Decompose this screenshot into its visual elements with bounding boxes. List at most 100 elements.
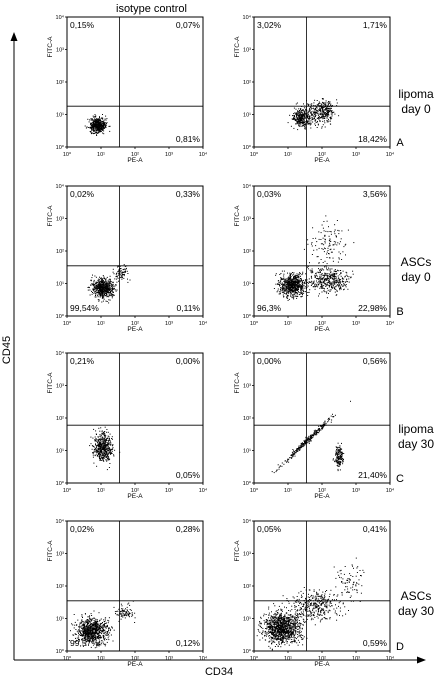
data-dot — [339, 279, 341, 281]
y-tick-label: 10³ — [243, 384, 251, 390]
data-dot — [296, 112, 298, 114]
data-dot — [106, 453, 108, 455]
data-dot — [327, 104, 329, 106]
data-dot — [87, 640, 89, 642]
data-dot — [324, 113, 326, 115]
data-dot — [290, 291, 291, 293]
data-dot — [120, 276, 122, 278]
data-dot — [329, 282, 331, 284]
data-dot — [335, 276, 337, 278]
data-dot — [303, 123, 305, 125]
data-dot — [299, 293, 301, 295]
data-dot — [304, 123, 306, 125]
data-dot — [97, 628, 99, 630]
data-dot — [98, 612, 100, 614]
data-dot — [304, 118, 306, 120]
data-dot — [333, 278, 335, 280]
data-dot — [103, 294, 105, 296]
data-dot — [104, 629, 106, 631]
data-dot — [329, 418, 331, 420]
data-dot — [98, 281, 100, 283]
data-dot — [293, 272, 295, 274]
data-dot — [331, 283, 333, 285]
data-dot — [100, 293, 101, 295]
data-dot — [103, 634, 105, 636]
data-dot — [77, 631, 79, 633]
data-dot — [289, 285, 291, 286]
data-dot — [332, 260, 334, 262]
data-dot — [100, 618, 102, 620]
data-dot — [102, 114, 103, 115]
data-dot — [96, 288, 98, 290]
data-dot — [101, 125, 103, 127]
data-dot — [297, 129, 299, 131]
data-dot — [292, 456, 294, 458]
data-dot — [317, 104, 319, 106]
data-dot — [125, 265, 126, 267]
data-dot — [101, 430, 103, 432]
data-dot — [339, 282, 341, 284]
data-dot — [311, 282, 313, 284]
data-dot — [318, 238, 320, 240]
data-dot — [336, 453, 338, 454]
data-dot — [303, 125, 305, 127]
data-dot — [331, 273, 333, 275]
data-dot — [321, 116, 323, 118]
data-dot — [110, 449, 112, 451]
data-dot — [295, 119, 297, 121]
data-dot — [103, 287, 105, 289]
data-dot — [114, 285, 116, 287]
data-dot — [308, 281, 310, 283]
data-dot — [98, 451, 100, 453]
data-dot — [293, 295, 295, 297]
data-dot — [103, 293, 105, 295]
data-dot — [87, 634, 89, 636]
data-dot — [298, 281, 300, 283]
data-dot — [316, 249, 318, 251]
data-dot — [340, 273, 342, 274]
data-dot — [312, 271, 314, 273]
data-dot — [111, 291, 113, 293]
data-dot — [324, 104, 326, 106]
x-tick-label: 10⁴ — [386, 320, 395, 327]
data-dot — [332, 286, 334, 288]
data-dot — [98, 118, 100, 120]
data-dot — [83, 637, 85, 639]
data-dot — [334, 277, 336, 279]
data-dot — [100, 427, 102, 429]
data-dot — [84, 629, 86, 631]
data-dot — [104, 454, 106, 456]
data-dot — [103, 638, 105, 640]
data-dot — [321, 274, 323, 276]
plot-panel: 0,21% 0,00%0,05%10⁰10⁰10¹10¹10²10²10³10³1… — [47, 350, 208, 500]
data-dot — [95, 125, 97, 127]
data-dot — [102, 458, 104, 460]
data-dot — [287, 284, 288, 286]
data-dot — [81, 633, 83, 635]
data-dot — [311, 254, 313, 255]
data-dot — [326, 287, 328, 289]
data-dot — [121, 276, 123, 278]
data-dot — [299, 123, 301, 125]
data-dot — [336, 447, 338, 449]
data-dot — [335, 454, 337, 456]
data-dot — [339, 274, 341, 276]
data-dot — [317, 123, 319, 125]
data-dot — [332, 459, 334, 461]
data-dot — [112, 627, 113, 629]
data-dot — [89, 294, 91, 296]
data-dot — [86, 637, 88, 639]
data-dot — [342, 459, 344, 461]
data-dot — [288, 276, 290, 278]
data-dot — [103, 433, 105, 434]
data-dot — [317, 124, 319, 126]
data-dot — [311, 434, 313, 436]
data-dot — [298, 446, 300, 448]
data-dot — [93, 428, 95, 430]
data-dot — [92, 126, 94, 128]
data-dot — [326, 274, 328, 276]
data-dot — [100, 126, 102, 128]
data-dot — [101, 285, 102, 287]
data-dot — [93, 127, 95, 129]
data-dot — [98, 444, 99, 446]
